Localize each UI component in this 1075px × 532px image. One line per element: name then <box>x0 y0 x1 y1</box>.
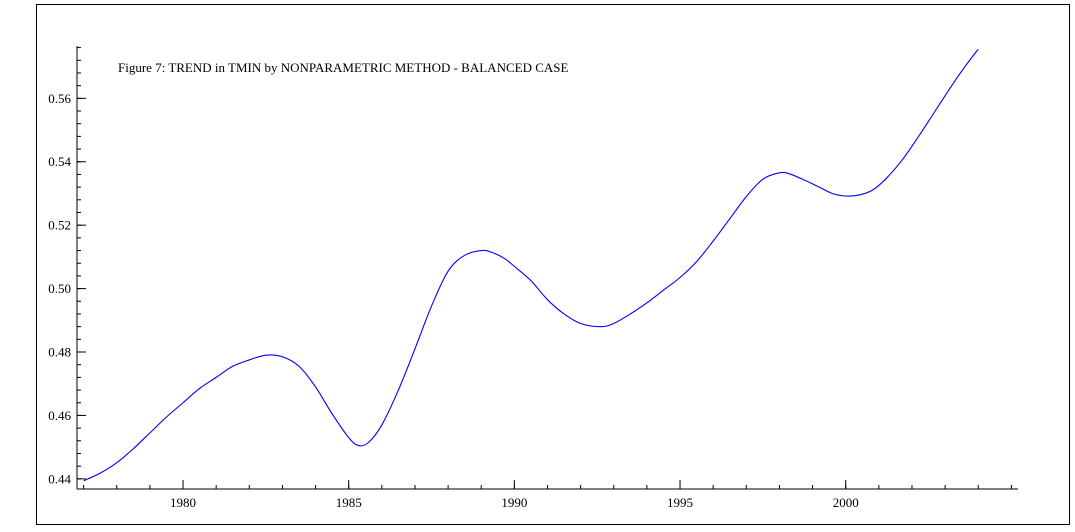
x-tick-label: 2000 <box>833 495 859 510</box>
chart-title: Figure 7: TREND in TMIN by NONPARAMETRIC… <box>118 60 569 75</box>
axes <box>76 46 1018 490</box>
y-tick-label: 0.50 <box>48 281 71 296</box>
y-tick-label: 0.56 <box>48 91 71 106</box>
y-tick-label: 0.54 <box>48 154 71 169</box>
series-layer <box>83 48 979 482</box>
x-tick-label: 1980 <box>170 495 196 510</box>
y-tick-label: 0.44 <box>48 471 71 486</box>
y-tick-label: 0.52 <box>48 218 71 233</box>
y-tick-label: 0.46 <box>48 408 71 423</box>
x-tick-label: 1990 <box>501 495 527 510</box>
series-line-0 <box>83 48 979 482</box>
x-tick-label: 1985 <box>336 495 362 510</box>
ticks: 0.44 0.46 0.48 0.50 0.52 0.54 0.56 1980 1985 1990… <box>48 47 1012 510</box>
y-tick-label: 0.48 <box>48 345 71 360</box>
chart-frame <box>36 4 1070 525</box>
x-tick-label: 1995 <box>667 495 693 510</box>
